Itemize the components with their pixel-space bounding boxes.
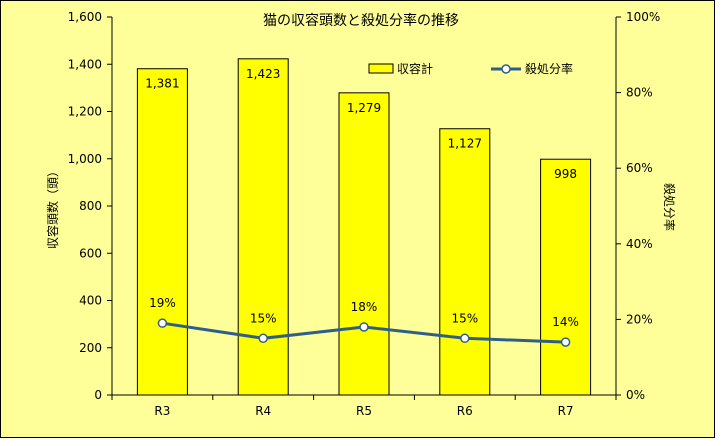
y2-tick-label: 100% (626, 10, 660, 24)
rate-data-label: 15% (451, 311, 478, 325)
rate-point (460, 333, 470, 344)
y-axis-label: 収容頭数（頭） (45, 165, 60, 249)
x-tick-label: R7 (558, 404, 574, 418)
y2-axis-label: 殺処分率 (662, 183, 677, 231)
y-tick-label: 600 (79, 246, 102, 260)
chart-svg: 猫の収容頭数と殺処分率の推移 0 200 400 600 800 1,000 1,200 1,… (45, 10, 677, 418)
y2-tick-label: 0% (626, 388, 645, 402)
chart-title: 猫の収容頭数と殺処分率の推移 (263, 12, 459, 29)
rate-data-label: 15% (250, 311, 277, 325)
x-tick-label: R6 (457, 404, 473, 418)
y2-tick-label: 60% (626, 161, 653, 175)
legend-line-label: 殺処分率 (525, 61, 573, 76)
bar (338, 92, 390, 396)
legend-bar-label: 収容計 (397, 61, 433, 76)
rate-data-label: 18% (351, 300, 378, 314)
bar (540, 158, 592, 396)
y-tick-label: 0 (94, 388, 102, 402)
x-tick-label: R4 (255, 404, 271, 418)
rate-data-label: 19% (149, 296, 176, 310)
rate-data-label: 14% (552, 315, 579, 329)
bar-data-label: 1,423 (246, 67, 280, 81)
y2-axis-ticks: 0% 20% 40% 60% 80% 100% (616, 10, 660, 402)
bar-data-label: 1,381 (145, 77, 179, 91)
y-tick-label: 200 (79, 341, 102, 355)
bar-data-label: 1,127 (448, 137, 482, 151)
bar-series: 1,381 1,423 1,279 1,127 998 (136, 58, 592, 396)
y-tick-label: 1,200 (68, 105, 102, 119)
x-tick-label: R5 (356, 404, 372, 418)
y2-tick-label: 40% (626, 237, 653, 251)
rate-point (560, 337, 571, 347)
legend-bar-swatch (368, 63, 394, 74)
rate-point (359, 322, 369, 332)
axes (111, 17, 617, 396)
bar-data-label: 1,279 (347, 101, 381, 115)
bar (237, 58, 289, 396)
bar (439, 128, 491, 396)
y-tick-label: 800 (79, 199, 102, 213)
rate-point (258, 333, 268, 344)
chart-frame: 猫の収容頭数と殺処分率の推移 0 200 400 600 800 1,000 1,200 1,… (0, 0, 715, 438)
bar-data-label: 998 (554, 167, 577, 181)
y2-tick-label: 20% (626, 312, 653, 326)
y-tick-label: 400 (79, 294, 102, 308)
x-tick-label: R3 (154, 404, 170, 418)
y-tick-label: 1,600 (68, 10, 102, 24)
x-axis-ticks: R3 R4 R5 R6 R7 (111, 395, 617, 418)
y-tick-label: 1,400 (68, 57, 102, 71)
bar (136, 68, 188, 396)
y-axis-ticks: 0 200 400 600 800 1,000 1,200 1,400 1,600 (68, 10, 112, 402)
legend-line-marker (501, 64, 511, 74)
y2-tick-label: 80% (626, 86, 653, 100)
rate-point (157, 318, 168, 328)
legend: 収容計 殺処分率 (368, 61, 573, 76)
y-tick-label: 1,000 (68, 152, 102, 166)
line-series: 19% 15% 18% 15% 14% (149, 296, 579, 347)
